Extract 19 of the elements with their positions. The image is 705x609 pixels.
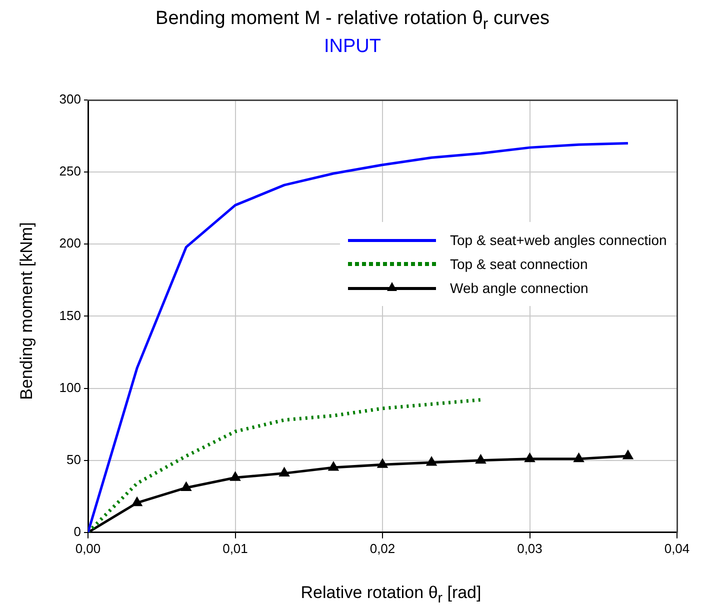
y-tick-label: 50: [66, 452, 81, 467]
y-tick-label: 150: [59, 308, 81, 323]
x-axis-title: Relative rotation θ$_{r}$ [rad]: [300, 583, 482, 606]
x-tick-label: 0,02: [370, 540, 396, 556]
x-tick-label: 0,00: [75, 540, 101, 556]
x-tick-label: 0,04: [664, 540, 690, 556]
x-tick-label: 0,03: [517, 540, 542, 556]
y-axis-title: Bending moment [kNm]: [17, 221, 37, 402]
y-tick-label: 200: [59, 236, 81, 251]
y-tick-label: 0: [74, 524, 81, 539]
y-tick-label: 100: [59, 380, 81, 395]
chart-title: Bending moment M - relative rotation θ$_{r}$ curves: [154, 8, 550, 34]
legend-label: Top & seat connection: [450, 256, 588, 272]
legend-label: Web angle connection: [450, 280, 588, 296]
legend-label: Top & seat+web angles connection: [450, 232, 667, 248]
x-tick-label: 0,01: [222, 540, 248, 556]
chart-subtitle: INPUT: [323, 36, 382, 58]
y-tick-label: 250: [59, 164, 81, 179]
y-tick-label: 300: [59, 92, 81, 107]
